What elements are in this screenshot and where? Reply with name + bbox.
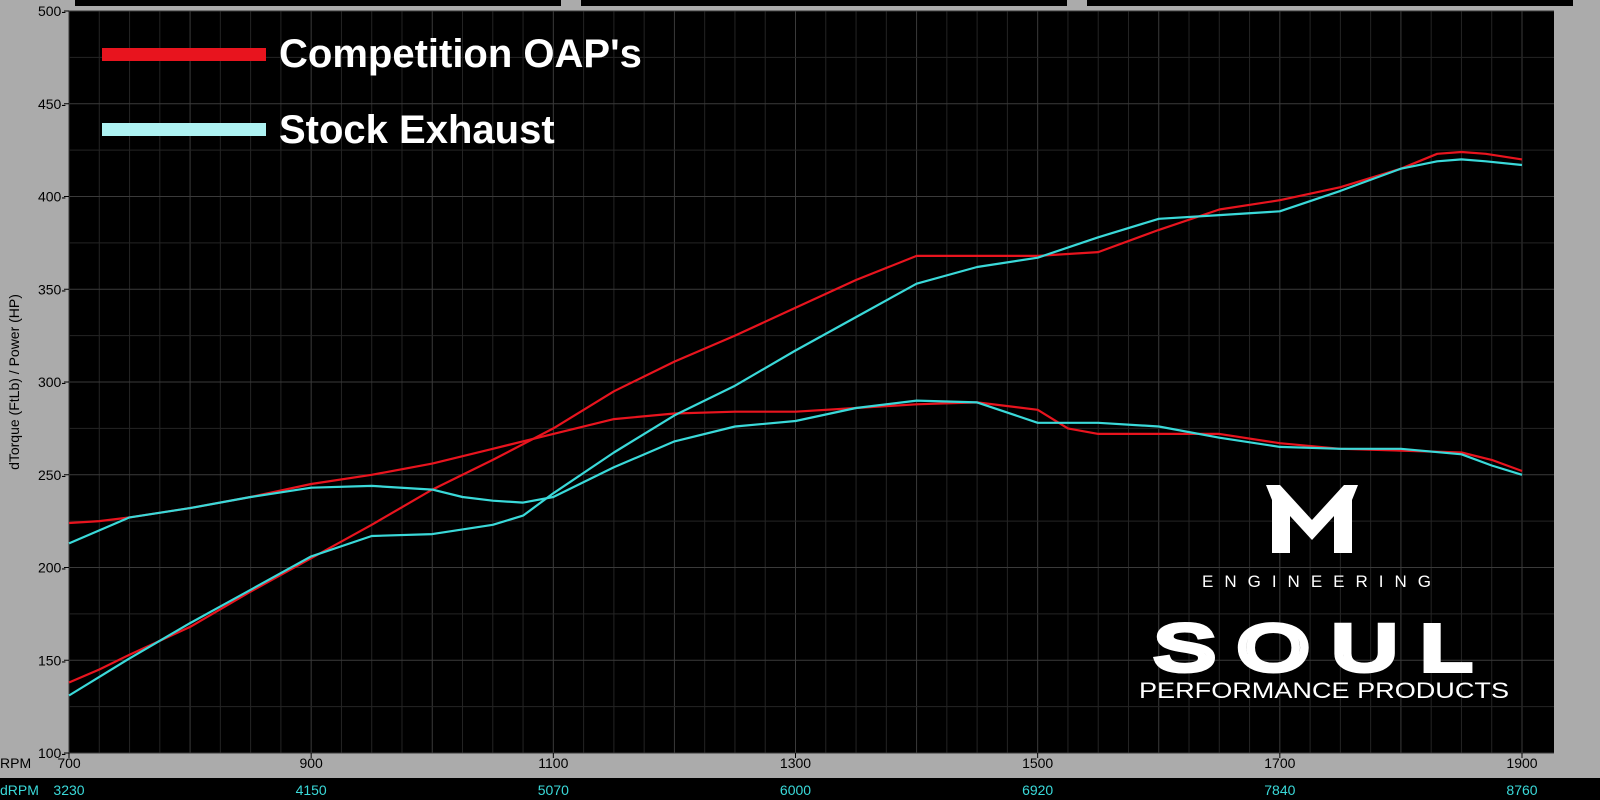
legend: Competition OAP's Stock Exhaust (102, 32, 642, 152)
legend-label-stock: Stock Exhaust (279, 108, 555, 152)
drpm-tick-label: 7840 (1264, 782, 1295, 798)
drpm-tick-label: 6920 (1022, 782, 1053, 798)
y-tick-label: 100- (38, 745, 66, 761)
x-tick-label: 1300 (780, 755, 811, 771)
y-tick-label: 350- (38, 281, 66, 297)
series-line-competition-power (68, 150, 1523, 684)
drpm-tick-label: 6000 (780, 782, 811, 798)
rpm-row-label: RPM (0, 755, 31, 771)
y-tick-label: 250- (38, 467, 66, 483)
x-tick-label: 1700 (1264, 755, 1295, 771)
series-line-stock-power (68, 158, 1523, 697)
x-axis: 700 900 1100 1300 1500 1700 1900 (57, 753, 1538, 771)
engineering-text: ENGINEERING (1202, 572, 1442, 591)
drpm-tick-label: 4150 (296, 782, 327, 798)
drpm-ticks: 3230 4150 5070 6000 6920 7840 8760 (53, 782, 1537, 798)
y-tick-label: 500- (38, 3, 66, 19)
x-tick-label: 1100 (538, 755, 568, 771)
y-tick-label: 450- (38, 96, 66, 112)
y-tick-label: 300- (38, 374, 66, 390)
soul-wordmark: SOUL (1154, 612, 1494, 684)
drpm-tick-label: 8760 (1506, 782, 1537, 798)
x-tick-label: 900 (299, 755, 323, 771)
y-axis-label: dTorque (FtLb) / Power (HP) (6, 294, 22, 470)
x-tick-label: 700 (57, 755, 81, 771)
top-tab-1[interactable] (75, 0, 561, 6)
m-logo-icon (1266, 485, 1358, 553)
legend-swatch-stock (102, 123, 266, 136)
drpm-tick-label: 5070 (538, 782, 569, 798)
y-tick-label: 150- (38, 652, 66, 668)
x-tick-label: 1900 (1506, 755, 1537, 771)
y-tick-label: 200- (38, 560, 66, 576)
top-tab-2[interactable] (581, 0, 1067, 6)
series-line-stock-torque (68, 399, 1523, 545)
y-tick-label: 400- (38, 189, 66, 205)
x-tick-label: 1500 (1022, 755, 1053, 771)
soul-tagline: PERFORMANCE PRODUCTS (1139, 678, 1509, 703)
drpm-row-label: dRPM (0, 782, 39, 798)
legend-swatch-competition (102, 48, 266, 61)
soul-logo: SOUL PERFORMANCE PRODUCTS (1139, 609, 1509, 703)
legend-label-competition: Competition OAP's (279, 32, 642, 76)
top-tab-3[interactable] (1087, 0, 1573, 6)
series-group (68, 150, 1523, 697)
drpm-tick-label: 3230 (53, 782, 84, 798)
m-engineering-logo: ENGINEERING (1202, 485, 1442, 591)
series-line-competition-torque (68, 401, 1523, 525)
y-axis: 100- 150- 200- 250- 300- 350- 400- 450- 500- (38, 3, 69, 761)
drpm-row (0, 778, 1600, 800)
